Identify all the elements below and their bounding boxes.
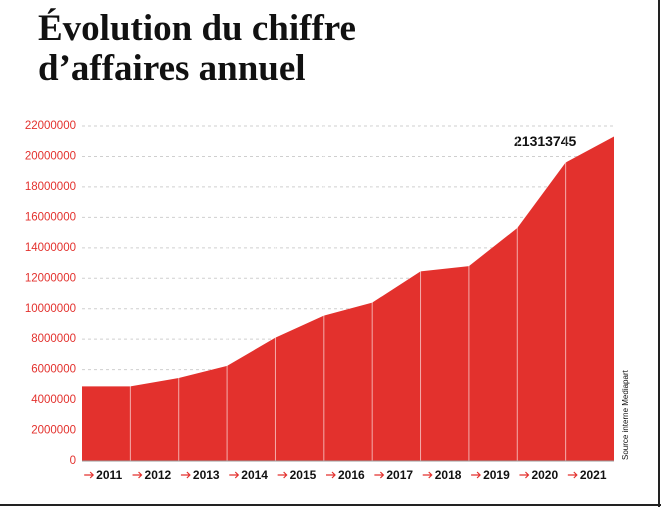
x-tick-label: 2013 [193, 468, 220, 482]
x-tick-label: 2018 [435, 468, 462, 482]
arrow-icon [374, 471, 385, 479]
x-tick-label: 2017 [386, 468, 413, 482]
arrow-icon [277, 471, 288, 479]
chart-title: d’affaires annuel [38, 48, 306, 89]
y-tick-label: 16000000 [25, 211, 76, 223]
arrow-icon [180, 471, 191, 479]
y-tick-label: 10000000 [25, 303, 76, 315]
y-tick-label: 20000000 [25, 150, 76, 162]
y-tick-label: 18000000 [25, 181, 76, 193]
annotation: 21313745 [514, 133, 577, 149]
arrow-icon [422, 471, 433, 479]
y-tick-label: 6000000 [31, 364, 76, 376]
y-tick-label: 12000000 [25, 272, 76, 284]
arrow-icon [229, 471, 240, 479]
y-tick-label: 14000000 [25, 242, 76, 254]
x-tick-label: 2012 [145, 468, 172, 482]
x-tick-label: 2019 [483, 468, 510, 482]
x-tick-label: 2014 [241, 468, 268, 482]
x-tick-label: 2020 [531, 468, 558, 482]
source: Source interne Mediapart [621, 369, 630, 460]
arrow-icon [471, 471, 481, 479]
arrow-icon [326, 471, 336, 479]
chart-title: Évolution du chiffre [38, 7, 356, 49]
x-tick-label: 2011 [96, 468, 122, 482]
arrow-icon [567, 471, 578, 479]
arrow-icon [132, 471, 143, 479]
arrow-icon [519, 471, 530, 479]
area [82, 136, 614, 461]
y-tick-label: 22000000 [25, 120, 76, 132]
arrow-icon [84, 471, 95, 479]
x-tick-label: 2016 [338, 468, 365, 482]
y-tick-label: 0 [70, 455, 76, 467]
y-tick-label: 8000000 [31, 333, 76, 345]
y-tick-label: 4000000 [31, 394, 76, 406]
y-tick-label: 2000000 [31, 425, 76, 437]
x-tick-label: 2021 [580, 468, 607, 482]
x-tick-label: 2015 [290, 468, 317, 482]
